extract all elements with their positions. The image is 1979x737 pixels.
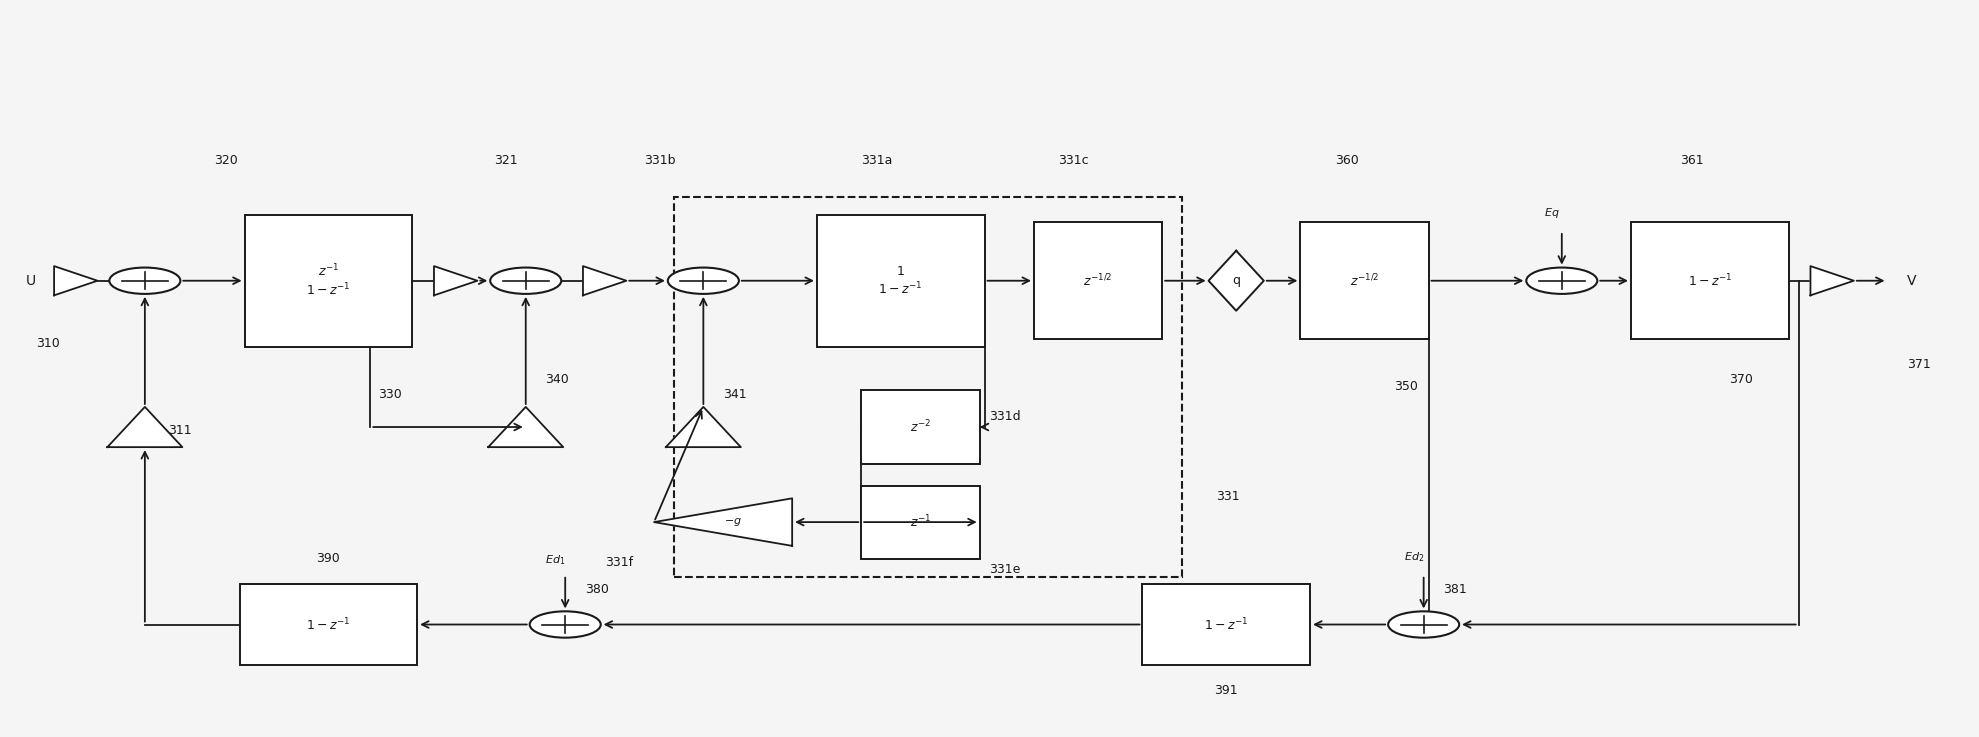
Text: $z^{-1}$: $z^{-1}$ <box>910 514 930 531</box>
Text: V: V <box>1908 273 1916 287</box>
Polygon shape <box>107 407 182 447</box>
Text: $z^{-1}$
$1-z^{-1}$: $z^{-1}$ $1-z^{-1}$ <box>307 263 350 298</box>
Text: 391: 391 <box>1215 684 1239 697</box>
Text: $Ed_1$: $Ed_1$ <box>544 553 566 567</box>
Text: 331f: 331f <box>606 556 633 569</box>
Text: 321: 321 <box>495 154 518 167</box>
Text: $1-z^{-1}$: $1-z^{-1}$ <box>307 616 350 633</box>
Polygon shape <box>489 407 564 447</box>
Text: $z^{-2}$: $z^{-2}$ <box>910 419 930 436</box>
Circle shape <box>667 268 738 294</box>
Circle shape <box>1387 611 1459 638</box>
Text: U: U <box>26 273 36 287</box>
Text: 310: 310 <box>36 337 59 349</box>
Text: 380: 380 <box>586 583 610 596</box>
Text: $z^{-1/2}$: $z^{-1/2}$ <box>1350 273 1379 289</box>
Circle shape <box>109 268 180 294</box>
Text: $1-z^{-1}$: $1-z^{-1}$ <box>1688 273 1732 289</box>
Polygon shape <box>1811 266 1854 296</box>
FancyBboxPatch shape <box>1033 223 1162 339</box>
Text: 361: 361 <box>1680 154 1704 167</box>
Text: 331c: 331c <box>1059 154 1088 167</box>
Text: $-g$: $-g$ <box>724 516 742 528</box>
Text: 331: 331 <box>1217 490 1241 503</box>
Text: q: q <box>1233 274 1241 287</box>
FancyBboxPatch shape <box>245 215 412 346</box>
Text: 390: 390 <box>317 552 340 565</box>
Text: 331a: 331a <box>861 154 893 167</box>
Text: 381: 381 <box>1443 583 1466 596</box>
Text: 340: 340 <box>546 373 570 386</box>
Polygon shape <box>665 407 740 447</box>
Text: 341: 341 <box>722 388 746 401</box>
FancyBboxPatch shape <box>817 215 986 346</box>
Text: 350: 350 <box>1393 380 1417 394</box>
FancyBboxPatch shape <box>861 391 980 464</box>
FancyBboxPatch shape <box>861 486 980 559</box>
FancyBboxPatch shape <box>239 584 418 665</box>
Circle shape <box>1526 268 1597 294</box>
Polygon shape <box>584 266 627 296</box>
FancyBboxPatch shape <box>1142 584 1310 665</box>
Text: $z^{-1/2}$: $z^{-1/2}$ <box>1083 273 1112 289</box>
Text: 311: 311 <box>168 425 192 437</box>
Text: 320: 320 <box>214 154 237 167</box>
Text: $1$
$1-z^{-1}$: $1$ $1-z^{-1}$ <box>879 265 922 297</box>
Polygon shape <box>53 266 97 296</box>
Text: 331d: 331d <box>990 410 1021 423</box>
Text: 331e: 331e <box>990 563 1021 576</box>
Text: $Eq$: $Eq$ <box>1544 206 1559 220</box>
Polygon shape <box>1209 251 1265 311</box>
Polygon shape <box>653 498 792 546</box>
Text: 330: 330 <box>378 388 402 401</box>
Text: 371: 371 <box>1908 358 1932 371</box>
FancyBboxPatch shape <box>1300 223 1429 339</box>
Text: $1-z^{-1}$: $1-z^{-1}$ <box>1203 616 1249 633</box>
Circle shape <box>530 611 602 638</box>
Text: 370: 370 <box>1730 373 1753 386</box>
Circle shape <box>491 268 562 294</box>
Text: $Ed_2$: $Ed_2$ <box>1403 550 1425 564</box>
Text: 360: 360 <box>1336 154 1360 167</box>
Polygon shape <box>433 266 477 296</box>
FancyBboxPatch shape <box>1631 223 1789 339</box>
Text: 331b: 331b <box>643 154 675 167</box>
